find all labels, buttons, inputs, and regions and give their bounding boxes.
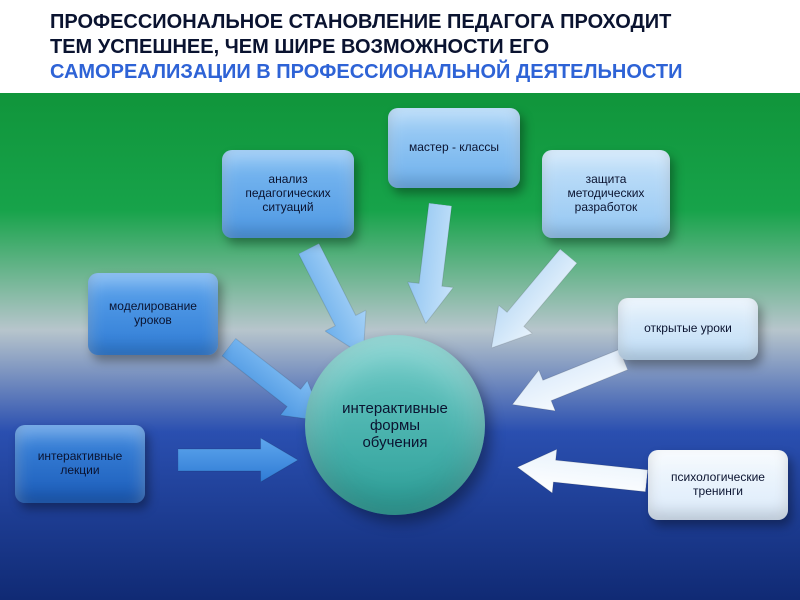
arrow-n5 xyxy=(475,242,586,362)
node-n4: мастер - классы xyxy=(388,108,520,188)
node-n6: открытые уроки xyxy=(618,298,758,360)
node-n3: анализ педагогических ситуаций xyxy=(222,150,354,238)
node-n2: моделирование уроков xyxy=(88,273,218,355)
arrow-n1 xyxy=(178,438,298,482)
center-node: интерактивные формы обучения xyxy=(305,335,485,515)
node-n5: защита методических разработок xyxy=(542,150,670,238)
header-line-2: ТЕМ УСПЕШНЕЕ, ЧЕМ ШИРЕ ВОЗМОЖНОСТИ ЕГО xyxy=(50,35,770,60)
arrow-n7 xyxy=(515,445,649,502)
node-n7: психологические тренинги xyxy=(648,450,788,520)
header-line-1: ПРОФЕССИОНАЛЬНОЕ СТАНОВЛЕНИЕ ПЕДАГОГА ПР… xyxy=(50,10,770,35)
arrow-n4 xyxy=(403,202,463,327)
arrow-n6 xyxy=(504,339,632,425)
node-n1: интерактивные лекции xyxy=(15,425,145,503)
header-line-3: САМОРЕАЛИЗАЦИИ В ПРОФЕССИОНАЛЬНОЙ ДЕЯТЕЛ… xyxy=(50,60,770,85)
diagram-area: интерактивные формы обучения интерактивны… xyxy=(0,90,800,600)
stage: ПРОФЕССИОНАЛЬНОЕ СТАНОВЛЕНИЕ ПЕДАГОГА ПР… xyxy=(0,0,800,600)
header: ПРОФЕССИОНАЛЬНОЕ СТАНОВЛЕНИЕ ПЕДАГОГА ПР… xyxy=(0,0,800,93)
